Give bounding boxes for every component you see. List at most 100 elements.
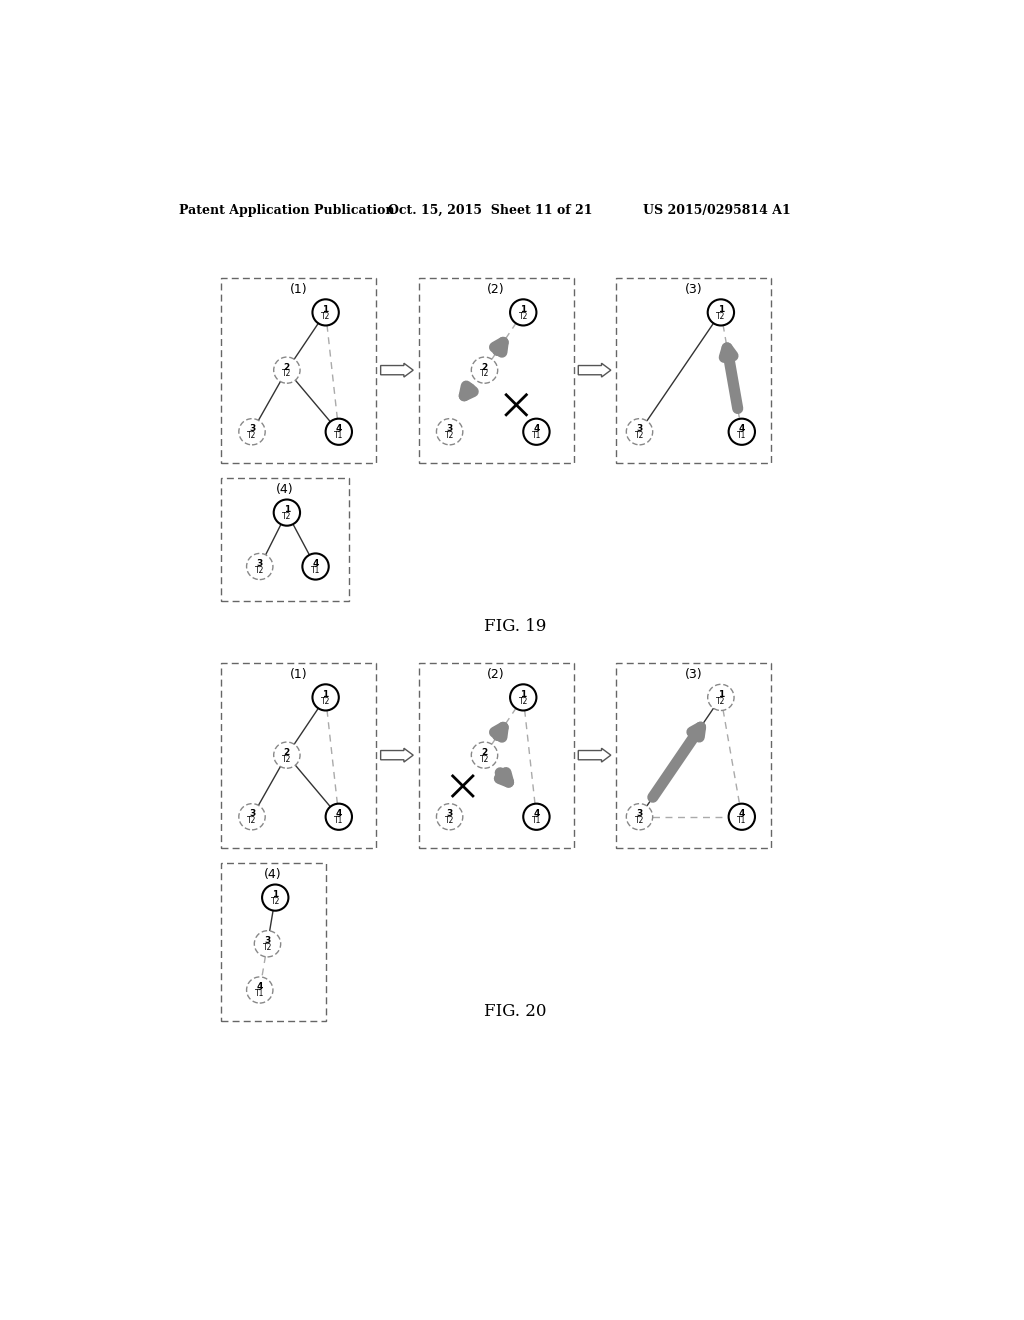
Text: T2: T2 [716, 697, 726, 706]
Text: Oct. 15, 2015  Sheet 11 of 21: Oct. 15, 2015 Sheet 11 of 21 [388, 205, 593, 218]
Text: T2: T2 [255, 566, 264, 574]
Text: T1: T1 [334, 816, 343, 825]
Text: US 2015/0295814 A1: US 2015/0295814 A1 [643, 205, 791, 218]
Text: (4): (4) [264, 869, 282, 880]
Text: 3: 3 [249, 424, 255, 433]
Bar [419, 277, 573, 462]
Text: 4: 4 [336, 809, 342, 818]
Text: 4: 4 [336, 424, 342, 433]
Text: T2: T2 [321, 312, 331, 321]
Text: (1): (1) [290, 282, 307, 296]
Circle shape [262, 884, 289, 911]
Text: T2: T2 [283, 370, 292, 379]
Text: 1: 1 [272, 890, 279, 899]
Text: (4): (4) [275, 483, 293, 496]
Circle shape [729, 804, 755, 830]
Circle shape [708, 684, 734, 710]
Text: 4: 4 [738, 809, 745, 818]
Text: 4: 4 [534, 809, 540, 818]
FancyArrow shape [381, 748, 414, 762]
Circle shape [471, 358, 498, 383]
Text: 1: 1 [323, 305, 329, 314]
Circle shape [302, 553, 329, 579]
Circle shape [326, 804, 352, 830]
Text: 2: 2 [481, 363, 487, 371]
Text: 1: 1 [520, 690, 526, 698]
Text: T1: T1 [737, 432, 746, 440]
Text: T2: T2 [321, 697, 331, 706]
Bar [221, 277, 376, 462]
Text: 3: 3 [264, 936, 270, 945]
Text: T2: T2 [480, 370, 489, 379]
Circle shape [326, 418, 352, 445]
Text: T2: T2 [635, 432, 644, 440]
Text: 2: 2 [284, 363, 290, 371]
Text: 4: 4 [257, 982, 263, 991]
Text: 1: 1 [520, 305, 526, 314]
Text: Patent Application Publication: Patent Application Publication [179, 205, 394, 218]
Circle shape [523, 804, 550, 830]
Text: T2: T2 [270, 898, 280, 906]
Circle shape [627, 804, 652, 830]
Bar [419, 663, 573, 847]
Text: 1: 1 [718, 690, 724, 698]
Text: T2: T2 [263, 944, 272, 952]
Circle shape [254, 931, 281, 957]
Text: 3: 3 [636, 424, 643, 433]
Text: 3: 3 [257, 558, 263, 568]
Circle shape [729, 418, 755, 445]
Circle shape [510, 684, 537, 710]
Text: T2: T2 [248, 816, 257, 825]
FancyArrow shape [381, 363, 414, 378]
Bar [221, 478, 349, 601]
Text: 1: 1 [284, 506, 290, 513]
Text: T1: T1 [531, 816, 541, 825]
Text: T1: T1 [255, 990, 264, 998]
Text: T2: T2 [445, 432, 455, 440]
Circle shape [273, 358, 300, 383]
Text: T2: T2 [283, 755, 292, 763]
Text: 4: 4 [534, 424, 540, 433]
Text: 3: 3 [446, 809, 453, 818]
Text: T2: T2 [283, 512, 292, 521]
Circle shape [436, 804, 463, 830]
Circle shape [510, 300, 537, 326]
Text: 2: 2 [284, 747, 290, 756]
Bar [221, 663, 376, 847]
Circle shape [239, 418, 265, 445]
Text: (2): (2) [487, 282, 505, 296]
Text: T1: T1 [737, 816, 746, 825]
Circle shape [312, 300, 339, 326]
Text: T2: T2 [518, 697, 528, 706]
Text: (3): (3) [685, 668, 702, 681]
Circle shape [273, 742, 300, 768]
Circle shape [627, 418, 652, 445]
Circle shape [436, 418, 463, 445]
Text: 4: 4 [312, 558, 318, 568]
Circle shape [471, 742, 498, 768]
Text: FIG. 19: FIG. 19 [484, 618, 547, 635]
Text: (2): (2) [487, 668, 505, 681]
Text: 2: 2 [481, 747, 487, 756]
Circle shape [312, 684, 339, 710]
Text: 3: 3 [446, 424, 453, 433]
Text: 3: 3 [249, 809, 255, 818]
Circle shape [247, 977, 273, 1003]
Text: 3: 3 [636, 809, 643, 818]
Bar [616, 663, 771, 847]
Circle shape [239, 804, 265, 830]
Text: T2: T2 [480, 755, 489, 763]
Circle shape [523, 418, 550, 445]
Text: 1: 1 [718, 305, 724, 314]
Bar [616, 277, 771, 462]
Text: (1): (1) [290, 668, 307, 681]
Text: T2: T2 [716, 312, 726, 321]
Text: T2: T2 [518, 312, 528, 321]
Text: T1: T1 [334, 432, 343, 440]
Text: FIG. 20: FIG. 20 [484, 1003, 547, 1020]
Text: T1: T1 [311, 566, 321, 574]
Text: T2: T2 [445, 816, 455, 825]
FancyArrow shape [579, 748, 611, 762]
Text: T2: T2 [248, 432, 257, 440]
Text: T1: T1 [531, 432, 541, 440]
